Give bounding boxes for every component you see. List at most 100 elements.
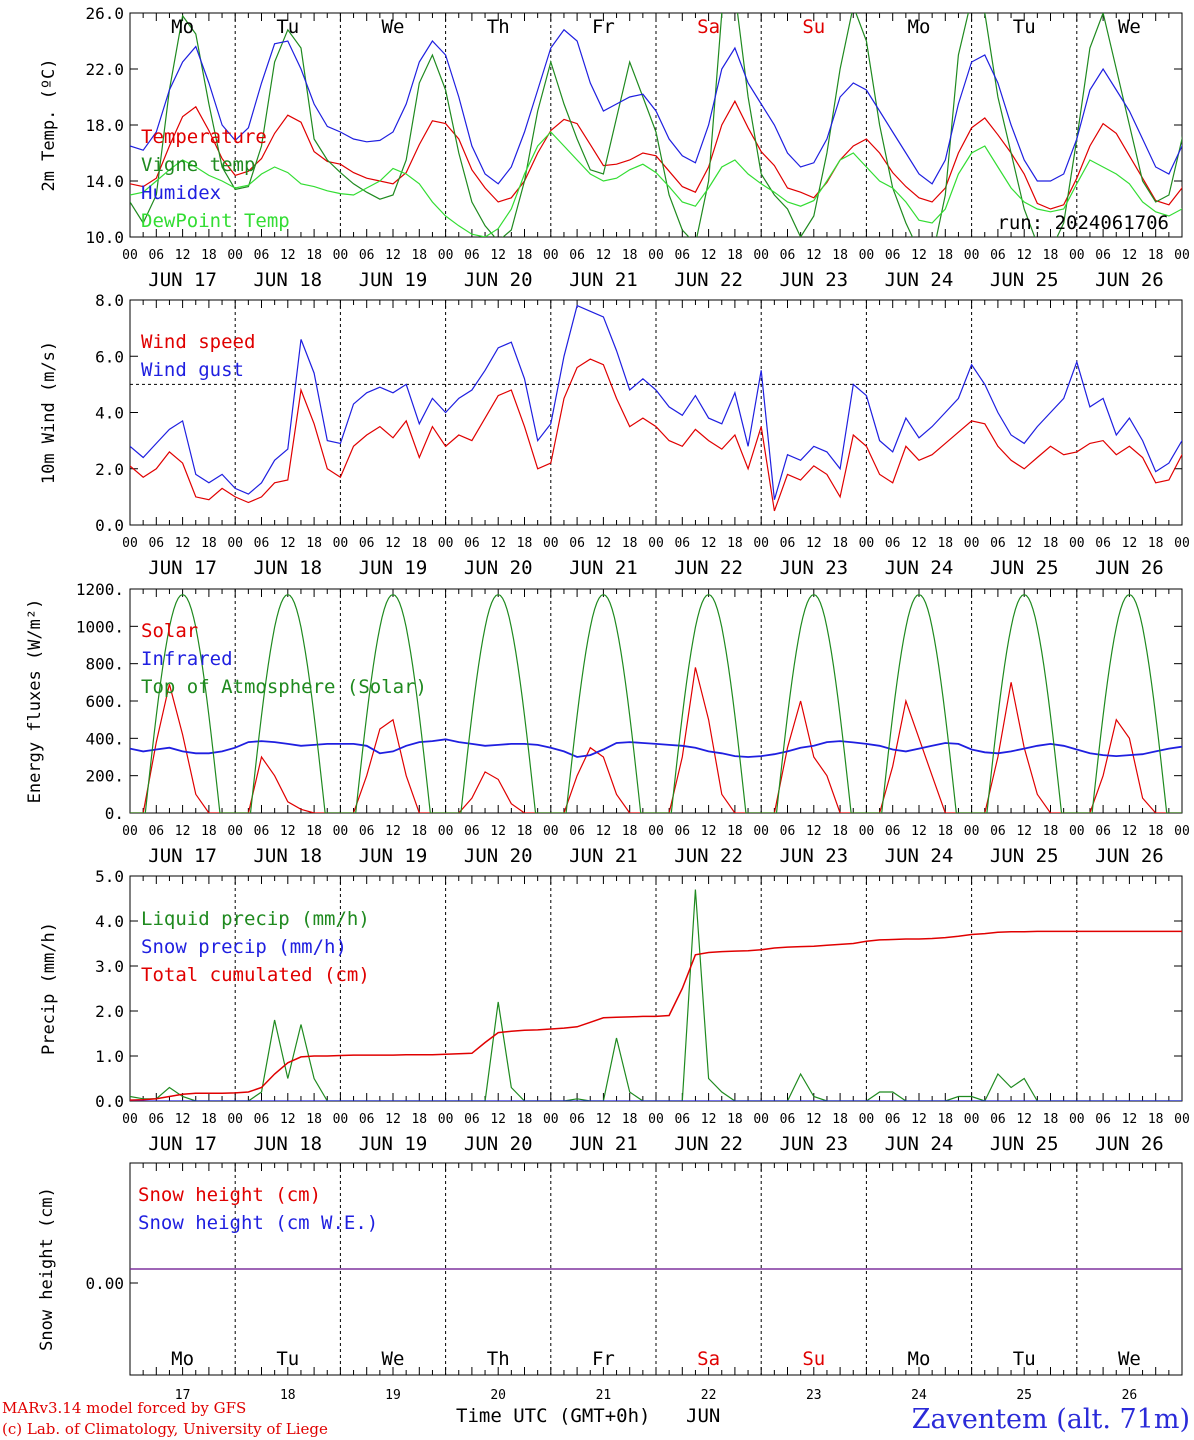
legend-entry: Snow height (cm W.E.): [138, 1212, 378, 1234]
series-line: [130, 593, 1182, 813]
hour-tick-label: 18: [937, 248, 953, 263]
legend-entry: DewPoint Temp: [141, 210, 290, 232]
hour-tick-label: 06: [885, 824, 901, 839]
hour-tick-label: 12: [596, 248, 612, 263]
y-tick-label: 800.: [85, 655, 124, 674]
hour-tick-label: 18: [937, 536, 953, 551]
hour-tick-label: 12: [175, 1112, 191, 1127]
date-label: JUN 19: [359, 269, 428, 291]
hour-tick-label: 06: [464, 536, 480, 551]
series-line: [130, 738, 1182, 758]
hour-tick-label: 00: [753, 824, 769, 839]
legend-entry: Wind gust: [141, 359, 244, 381]
day-number-label: 26: [1122, 1388, 1138, 1403]
weekday-label: We: [1118, 16, 1141, 38]
date-label: JUN 18: [253, 269, 322, 291]
hour-tick-label: 18: [201, 536, 217, 551]
hour-tick-label: 00: [859, 248, 875, 263]
weekday-label: We: [382, 16, 405, 38]
weekday-label: Tu: [1013, 1348, 1036, 1370]
date-label: JUN 17: [148, 845, 217, 867]
hour-tick-label: 00: [543, 1112, 559, 1127]
month-label: JUN: [686, 1405, 720, 1427]
hour-tick-label: 12: [490, 824, 506, 839]
hour-tick-label: 00: [438, 536, 454, 551]
hour-tick-label: 12: [280, 824, 296, 839]
series-line: [130, 930, 1182, 1101]
hour-tick-label: 18: [1043, 1112, 1059, 1127]
y-tick-label: 26.0: [85, 4, 124, 23]
date-label: JUN 23: [779, 557, 848, 579]
legend-entry: Vigne temp: [141, 154, 255, 176]
hour-tick-label: 12: [596, 824, 612, 839]
weekday-label: Th: [487, 16, 510, 38]
hour-tick-label: 06: [990, 248, 1006, 263]
hour-tick-label: 06: [780, 824, 796, 839]
legend-entry: Top of Atmosphere (Solar): [141, 676, 427, 698]
hour-tick-label: 12: [1122, 1112, 1138, 1127]
panel-1: 10.0 14.0 18.0 22.0 26.0 2m Temp. (ºC) 00 06 12 1…: [39, 4, 1190, 291]
date-label: JUN 22: [674, 269, 743, 291]
hour-tick-label: 06: [359, 1112, 375, 1127]
date-label: JUN 25: [990, 269, 1059, 291]
day-number-label: 19: [385, 1388, 401, 1403]
hour-tick-label: 06: [569, 248, 585, 263]
hour-tick-label: 06: [569, 536, 585, 551]
hour-tick-label: 06: [148, 824, 164, 839]
hour-tick-label: 18: [1148, 536, 1164, 551]
run-annotation: run: 2024061706: [997, 212, 1169, 234]
legend-entry: Solar: [141, 620, 198, 642]
hour-tick-label: 12: [596, 1112, 612, 1127]
hour-tick-label: 12: [385, 824, 401, 839]
day-number-label: 25: [1016, 1388, 1032, 1403]
hour-tick-label: 06: [464, 1112, 480, 1127]
model-credit: MARv3.14 model forced by GFS: [2, 1399, 246, 1417]
date-label: JUN 19: [359, 1133, 428, 1155]
hour-tick-label: 18: [1148, 1112, 1164, 1127]
legend-entry: Wind speed: [141, 331, 255, 353]
hour-tick-label: 18: [832, 1112, 848, 1127]
hour-tick-label: 18: [201, 1112, 217, 1127]
legend-entry: Snow precip (mm/h): [141, 936, 347, 958]
hour-tick-label: 00: [964, 248, 980, 263]
hour-tick-label: 06: [569, 1112, 585, 1127]
hour-tick-label: 00: [1174, 248, 1190, 263]
y-tick-label: 0.0: [95, 516, 124, 535]
hour-tick-label: 06: [674, 1112, 690, 1127]
hour-tick-label: 12: [385, 1112, 401, 1127]
hour-tick-label: 12: [1016, 536, 1032, 551]
hour-tick-label: 00: [543, 248, 559, 263]
date-label: JUN 19: [359, 845, 428, 867]
series-line: [130, 28, 1182, 185]
hour-tick-label: 00: [1069, 536, 1085, 551]
y-tick-label: 22.0: [85, 60, 124, 79]
hour-tick-label: 00: [438, 1112, 454, 1127]
weekday-label: We: [382, 1348, 405, 1370]
hour-tick-label: 06: [359, 824, 375, 839]
legend-entry: Snow height (cm): [138, 1184, 321, 1206]
day-number-label: 22: [701, 1388, 717, 1403]
panel-3: 0. 200. 400. 600. 800. 1000. 1200. Energy fluxe…: [25, 580, 1190, 867]
hour-tick-label: 06: [148, 248, 164, 263]
hour-tick-label: 18: [622, 1112, 638, 1127]
hour-tick-label: 06: [990, 536, 1006, 551]
series-line: [130, 358, 1182, 512]
y-axis-label: 10m Wind (m/s): [39, 341, 59, 484]
hour-tick-label: 12: [911, 248, 927, 263]
hour-tick-label: 00: [964, 536, 980, 551]
date-label: JUN 24: [885, 1133, 954, 1155]
y-tick-label: 200.: [85, 767, 124, 786]
date-label: JUN 21: [569, 845, 638, 867]
hour-tick-label: 00: [859, 1112, 875, 1127]
date-label: JUN 22: [674, 845, 743, 867]
day-number-label: 24: [911, 1388, 927, 1403]
hour-tick-label: 18: [411, 536, 427, 551]
date-label: JUN 21: [569, 1133, 638, 1155]
legend-entry: Total cumulated (cm): [141, 964, 370, 986]
date-label: JUN 17: [148, 557, 217, 579]
hour-tick-label: 00: [122, 536, 138, 551]
plot-frame: [129, 299, 1183, 526]
hour-tick-label: 00: [227, 824, 243, 839]
hour-tick-label: 00: [333, 824, 349, 839]
hour-tick-label: 18: [832, 824, 848, 839]
